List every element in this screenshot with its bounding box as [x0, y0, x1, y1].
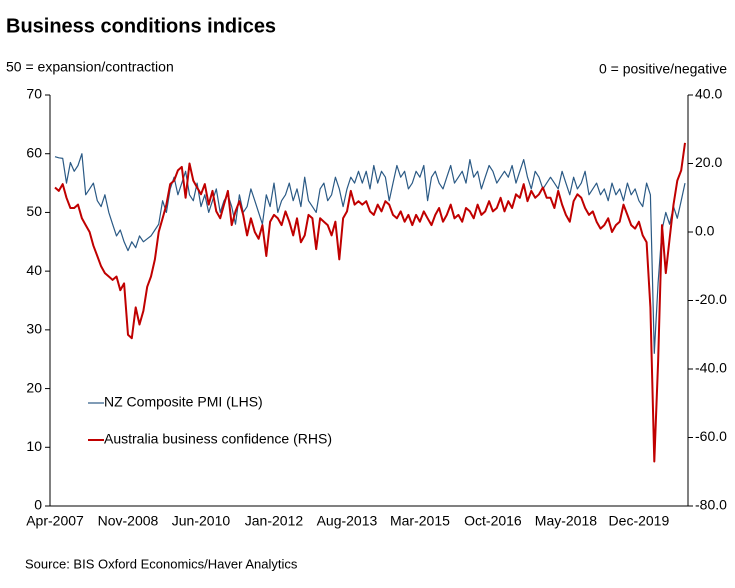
- y2-tick-label: 0.0: [695, 223, 715, 239]
- x-tick-label: May-2018: [535, 513, 597, 529]
- x-tick-label: Oct-2016: [464, 513, 522, 529]
- series-line: [54, 142, 686, 463]
- series-line: [54, 153, 686, 354]
- y2-tick-label: -40.0: [695, 360, 727, 376]
- legend-label: NZ Composite PMI (LHS): [104, 394, 263, 410]
- y-tick-label: 0: [34, 497, 42, 513]
- x-tick-label: Apr-2007: [26, 513, 84, 529]
- x-tick-label: Dec-2019: [609, 513, 670, 529]
- y2-tick-label: -60.0: [695, 428, 727, 444]
- y2-tick-label: -20.0: [695, 291, 727, 307]
- x-tick-label: Mar-2015: [390, 513, 450, 529]
- x-tick-label: Aug-2013: [317, 513, 378, 529]
- x-tick-label: Jun-2010: [172, 513, 231, 529]
- y-tick-label: 70: [26, 86, 42, 102]
- y-tick-label: 20: [26, 379, 42, 395]
- y-tick-label: 10: [26, 438, 42, 454]
- y-tick-label: 60: [26, 144, 42, 160]
- chart-title: Business conditions indices: [6, 15, 276, 37]
- y2-tick-label: -80.0: [695, 497, 727, 513]
- source: Source: BIS Oxford Economics/Haver Analy…: [25, 556, 298, 571]
- y2-axis-label: 0 = positive/negative: [599, 61, 727, 77]
- x-tick-label: Jan-2012: [245, 513, 304, 529]
- y-axis-label: 50 = expansion/contraction: [6, 59, 174, 75]
- y2-tick-label: 40.0: [695, 86, 722, 102]
- y-tick-label: 40: [26, 262, 42, 278]
- y-tick-label: 50: [26, 203, 42, 219]
- y2-tick-label: 20.0: [695, 154, 722, 170]
- y-tick-label: 30: [26, 321, 42, 337]
- legend-label: Australia business confidence (RHS): [104, 431, 332, 447]
- x-tick-label: Nov-2008: [98, 513, 159, 529]
